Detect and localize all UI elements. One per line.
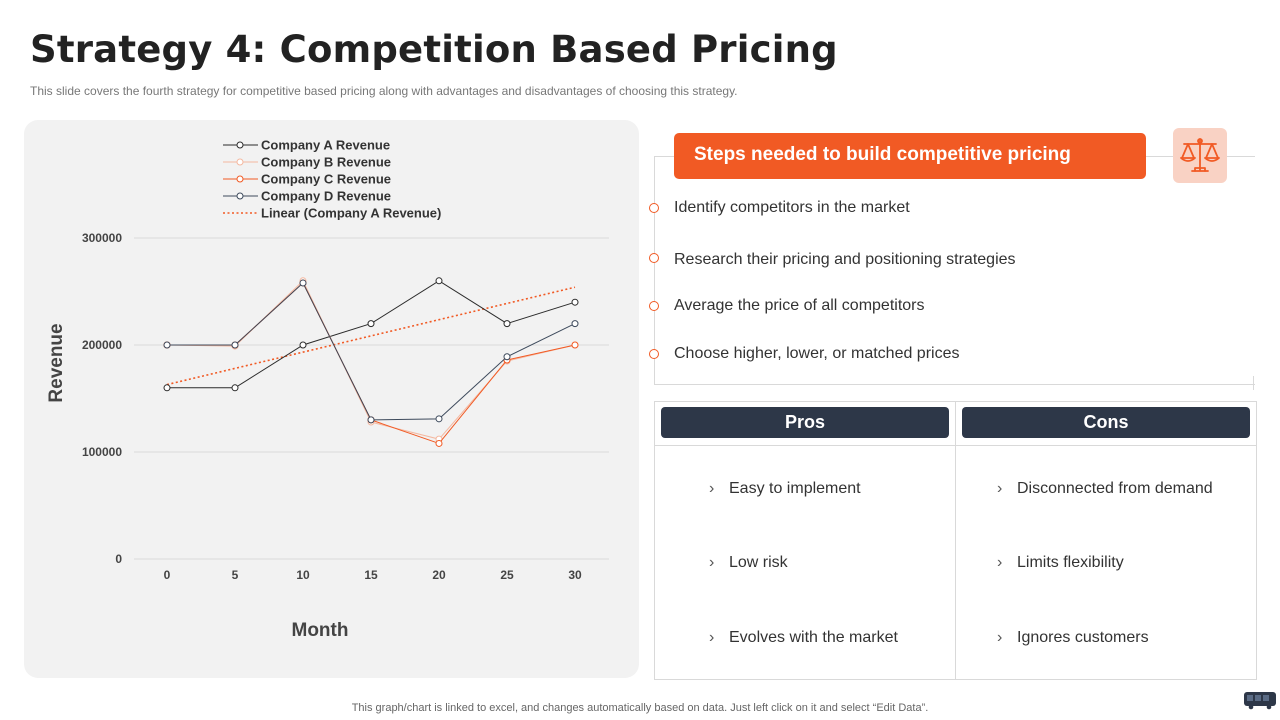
x-tick-label: 30 xyxy=(568,568,582,582)
data-point xyxy=(435,415,443,423)
x-tick-label: 5 xyxy=(232,568,239,582)
data-point xyxy=(571,298,579,306)
data-point xyxy=(367,416,375,424)
data-point xyxy=(231,384,239,392)
step-marker xyxy=(649,203,659,213)
steps-frame-end xyxy=(1253,376,1254,390)
cons-item: › Disconnected from demand xyxy=(997,480,1213,497)
legend-marker xyxy=(236,141,244,149)
data-point xyxy=(435,439,443,447)
page-subtitle: This slide covers the fourth strategy fo… xyxy=(30,84,738,98)
step-item: Research their pricing and positioning s… xyxy=(674,251,1016,268)
x-tick-label: 15 xyxy=(364,568,378,582)
legend-marker xyxy=(236,175,244,183)
cons-item: › Ignores customers xyxy=(997,629,1149,646)
x-tick-label: 10 xyxy=(296,568,310,582)
legend-label: Company B Revenue xyxy=(261,155,391,170)
data-point xyxy=(503,353,511,361)
step-marker xyxy=(649,301,659,311)
series-line xyxy=(167,282,576,421)
y-tick-label: 200000 xyxy=(82,338,122,352)
chevron-right-icon: › xyxy=(709,554,715,571)
pros-item: › Easy to implement xyxy=(709,480,861,497)
x-axis-label: Month xyxy=(292,620,349,641)
steps-banner: Steps needed to build competitive pricin… xyxy=(674,133,1146,179)
legend-label: Company D Revenue xyxy=(261,189,391,204)
data-point xyxy=(163,384,171,392)
pros-item: › Low risk xyxy=(709,554,788,571)
y-tick-label: 300000 xyxy=(82,231,122,245)
step-item: Choose higher, lower, or matched prices xyxy=(674,345,960,362)
pros-cons-divider xyxy=(955,401,956,680)
pros-item: › Evolves with the market xyxy=(709,629,898,646)
pros-cons-header-line xyxy=(655,445,1256,446)
x-tick-label: 0 xyxy=(164,568,171,582)
data-point xyxy=(571,320,579,328)
legend-marker xyxy=(236,192,244,200)
truck-logo-icon xyxy=(1243,690,1277,710)
chevron-right-icon: › xyxy=(709,480,715,497)
x-tick-label: 25 xyxy=(500,568,514,582)
data-point xyxy=(503,320,511,328)
step-marker xyxy=(649,349,659,359)
step-item: Identify competitors in the market xyxy=(674,199,910,216)
legend-label: Linear (Company A Revenue) xyxy=(261,206,441,221)
data-point xyxy=(435,277,443,285)
data-point xyxy=(571,341,579,349)
cons-header: Cons xyxy=(962,407,1250,438)
y-tick-label: 0 xyxy=(115,552,122,566)
chevron-right-icon: › xyxy=(709,629,715,646)
revenue-line-chart[interactable]: 0 100000 200000 300000 0 5 10 15 20 25 30 Revenue Mo… xyxy=(24,120,639,678)
cons-item: › Limits flexibility xyxy=(997,554,1124,571)
y-tick-label: 100000 xyxy=(82,445,122,459)
x-tick-label: 20 xyxy=(432,568,446,582)
trendline-company-a xyxy=(166,286,576,386)
y-axis-label: Revenue xyxy=(46,323,67,402)
data-point xyxy=(231,341,239,349)
page-title: Strategy 4: Competition Based Pricing xyxy=(30,28,838,71)
legend-label: Company C Revenue xyxy=(261,172,391,187)
pros-header: Pros xyxy=(661,407,949,438)
revenue-chart-panel[interactable]: 0 100000 200000 300000 0 5 10 15 20 25 30 Revenue Mo… xyxy=(24,120,639,678)
legend-label: Company A Revenue xyxy=(261,138,390,153)
chevron-right-icon: › xyxy=(997,629,1003,646)
data-point xyxy=(367,320,375,328)
chevron-right-icon: › xyxy=(997,554,1003,571)
series-line xyxy=(167,280,576,389)
chevron-right-icon: › xyxy=(997,480,1003,497)
data-point xyxy=(299,341,307,349)
step-marker xyxy=(649,253,659,263)
balance-scale-icon xyxy=(1173,128,1227,183)
data-point xyxy=(299,279,307,287)
data-point xyxy=(163,341,171,349)
series-line xyxy=(166,279,576,440)
legend-marker xyxy=(236,158,244,166)
footer-note: This graph/chart is linked to excel, and… xyxy=(351,702,929,714)
step-item: Average the price of all competitors xyxy=(674,297,925,314)
